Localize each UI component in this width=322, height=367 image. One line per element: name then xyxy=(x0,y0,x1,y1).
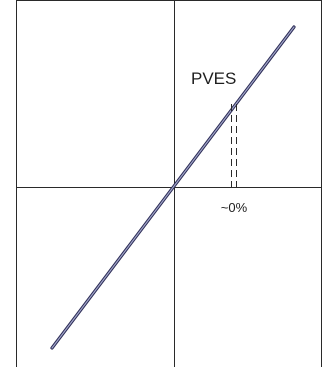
diagonal-line-fill xyxy=(51,26,295,349)
marker-label: ~0% xyxy=(221,200,248,215)
curve-label: PVES xyxy=(191,69,236,88)
